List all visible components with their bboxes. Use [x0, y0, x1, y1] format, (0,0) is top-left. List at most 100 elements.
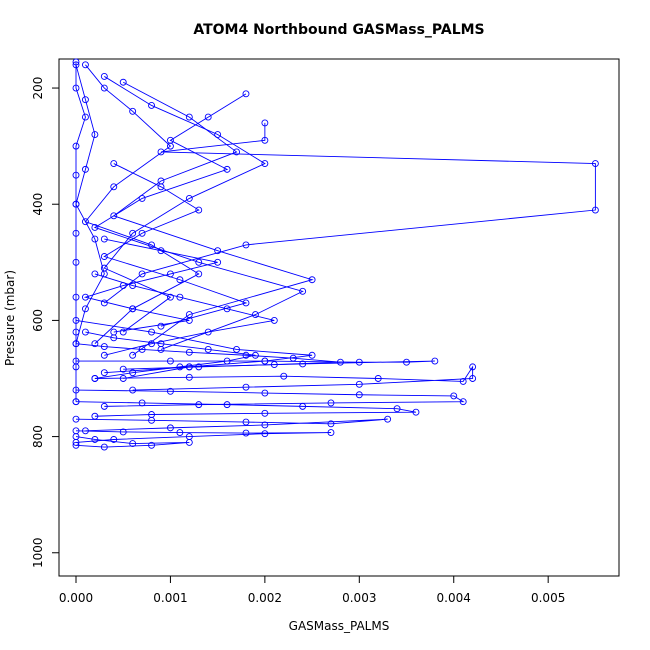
data-point — [72, 84, 80, 92]
data-point — [393, 405, 401, 413]
data-point — [148, 416, 156, 424]
data-point — [110, 328, 118, 336]
data-point — [185, 438, 193, 446]
y-tick-label: 1000 — [31, 537, 45, 568]
data-point — [214, 258, 222, 266]
data-point — [233, 148, 240, 156]
data-point — [185, 373, 193, 381]
data-point — [72, 171, 80, 179]
x-tick-label: 0.000 — [59, 591, 93, 605]
series-line-1 — [84, 64, 200, 344]
data-point — [459, 398, 467, 406]
data-point — [469, 363, 477, 371]
data-point — [100, 84, 108, 92]
data-point — [129, 386, 137, 394]
series-line-2 — [103, 76, 266, 333]
data-point — [72, 258, 80, 266]
data-point — [129, 282, 137, 289]
data-point — [242, 351, 250, 359]
data-point — [308, 351, 316, 359]
data-point — [166, 424, 174, 432]
series-line-8 — [94, 365, 474, 391]
data-point — [100, 235, 108, 243]
x-tick-label: 0.001 — [153, 591, 187, 605]
data-point — [119, 328, 127, 336]
data-point — [138, 194, 146, 202]
data-point — [176, 429, 184, 436]
data-point — [100, 343, 108, 350]
data-point — [91, 340, 99, 348]
data-point — [261, 389, 269, 397]
data-point — [110, 160, 118, 168]
data-point — [91, 131, 99, 138]
data-point — [166, 387, 174, 395]
data-point — [100, 351, 108, 359]
x-tick-label: 0.004 — [437, 591, 471, 605]
data-point — [157, 247, 165, 255]
data-point — [185, 348, 193, 356]
data-point — [223, 401, 231, 409]
data-point — [289, 354, 297, 362]
data-point — [91, 224, 99, 231]
data-point — [327, 420, 335, 428]
data-point — [185, 113, 193, 121]
data-point — [176, 276, 184, 284]
data-point — [242, 299, 250, 307]
data-point — [148, 340, 156, 348]
data-point — [355, 391, 363, 399]
series-line-13 — [75, 436, 190, 448]
data-point — [242, 418, 250, 426]
x-axis: 0.000 0.001 0.002 0.003 0.004 0.005 — [59, 575, 565, 605]
data-point — [261, 357, 269, 365]
data-point — [355, 380, 363, 388]
data-point — [469, 375, 477, 382]
y-axis: 200 400 600 800 1000 — [31, 77, 60, 568]
data-point — [72, 61, 80, 69]
data-point — [261, 421, 269, 429]
data-point — [110, 212, 118, 220]
data-point — [157, 183, 165, 191]
data-point — [270, 316, 278, 324]
data-point — [157, 148, 165, 156]
data-point — [223, 165, 231, 173]
data-point — [72, 142, 80, 150]
data-point — [129, 229, 137, 237]
data-point — [138, 346, 146, 353]
data-point — [72, 340, 80, 348]
data-point — [129, 305, 137, 313]
data-point — [91, 375, 99, 382]
data-point — [450, 392, 458, 400]
data-point — [110, 183, 118, 191]
data-point — [138, 229, 146, 237]
data-point — [72, 200, 80, 208]
data-point — [403, 358, 410, 366]
data-point — [91, 436, 99, 443]
x-tick-label: 0.002 — [248, 591, 282, 605]
data-point — [299, 287, 307, 295]
data-point — [138, 399, 146, 407]
data-point — [270, 361, 278, 368]
data-point — [157, 322, 165, 330]
data-point — [242, 90, 250, 98]
data-point — [195, 401, 203, 409]
data-point — [261, 430, 269, 438]
data-point — [355, 358, 363, 366]
data-point — [119, 428, 127, 436]
data-point — [308, 276, 316, 284]
data-point — [81, 113, 89, 121]
data-point — [100, 369, 108, 377]
data-point — [591, 160, 599, 168]
data-point — [176, 363, 184, 371]
series-line-10 — [75, 401, 417, 417]
data-point — [72, 398, 80, 406]
data-point — [138, 270, 146, 278]
series-line-16 — [83, 238, 218, 333]
data-point — [459, 377, 467, 385]
series-line-6 — [75, 319, 313, 379]
data-point — [166, 136, 174, 144]
data-point — [204, 346, 212, 353]
data-point — [119, 78, 127, 86]
data-point — [72, 316, 80, 324]
data-point — [100, 443, 108, 451]
